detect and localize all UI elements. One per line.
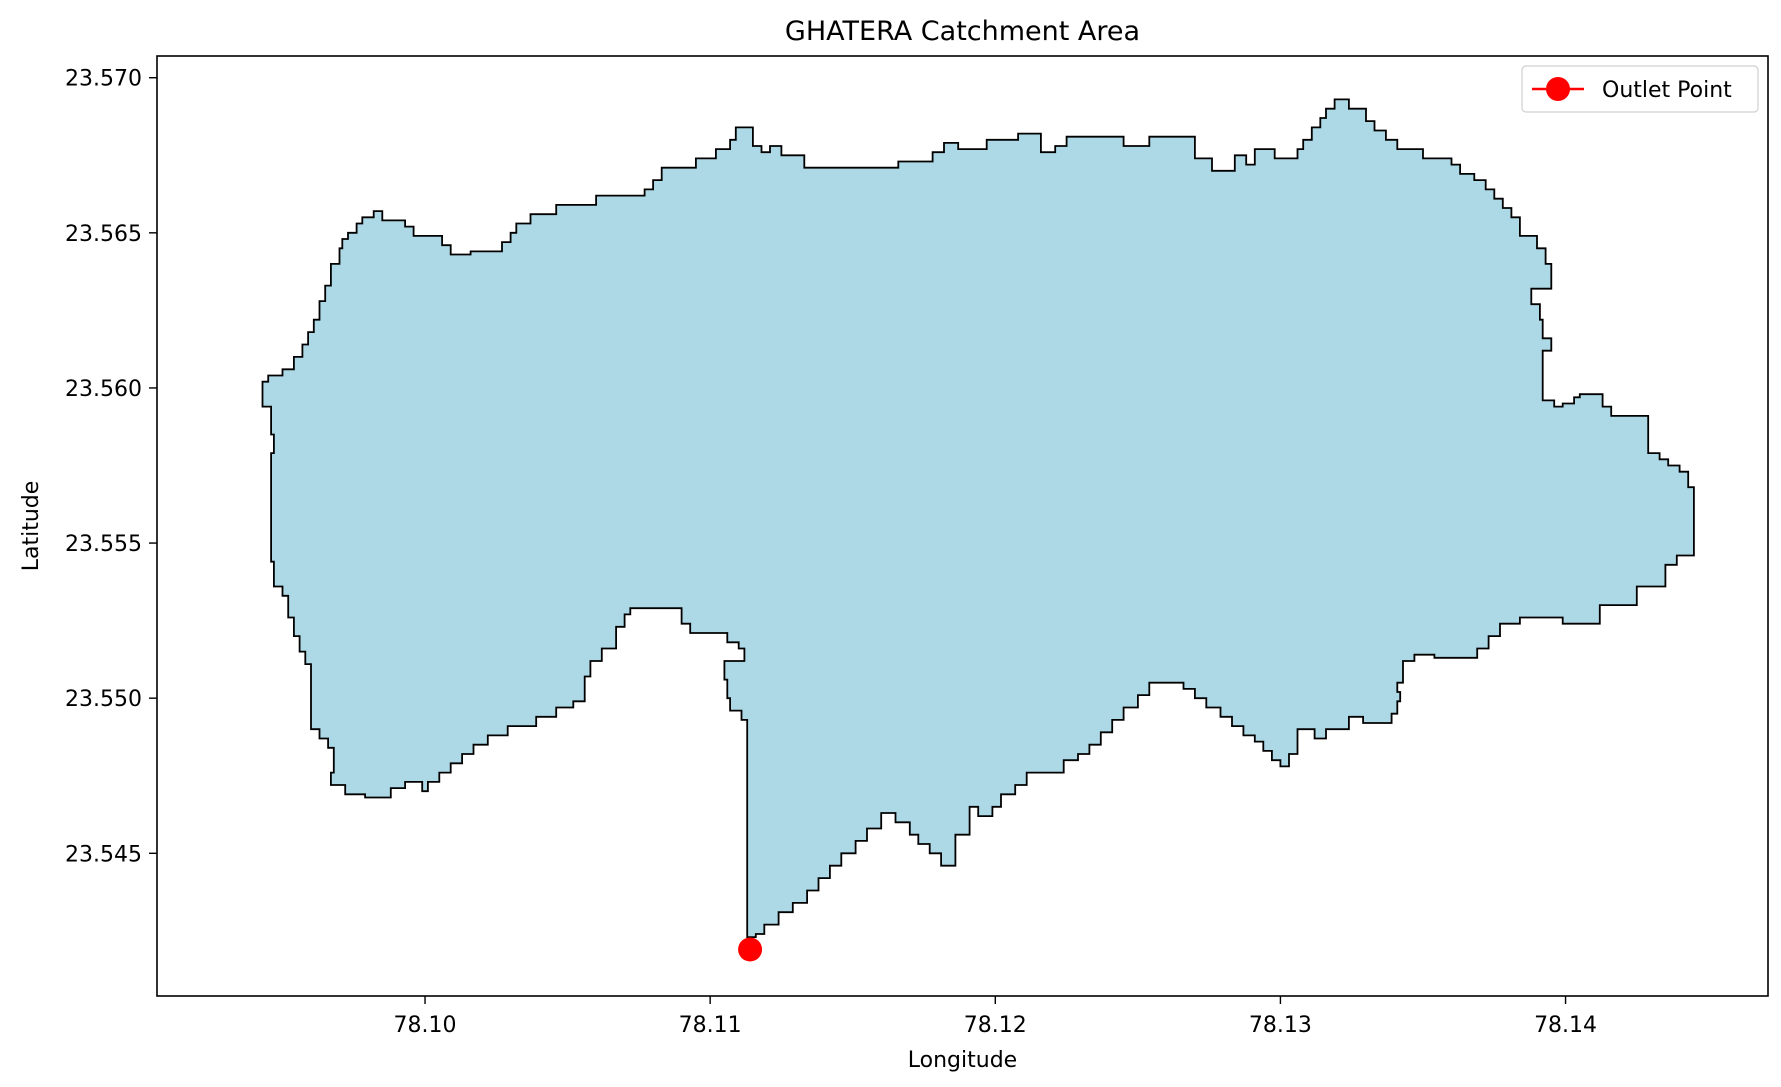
x-tick-label: 78.13 xyxy=(1249,1013,1312,1038)
legend: Outlet Point xyxy=(1521,65,1759,113)
legend-box xyxy=(1521,65,1759,113)
outlet-point-marker xyxy=(738,937,763,962)
axes-frame xyxy=(156,55,1769,997)
x-axis-label: Longitude xyxy=(908,1048,1017,1073)
y-tick-label: 23.550 xyxy=(65,687,142,712)
y-tick-label: 23.565 xyxy=(65,222,142,247)
catchment-polygon xyxy=(261,98,1695,938)
outlet-markers xyxy=(738,937,763,962)
legend-label-outlet-point: Outlet Point xyxy=(1602,78,1732,103)
y-axis-label: Latitude xyxy=(19,481,44,572)
y-tick-label: 23.570 xyxy=(65,67,142,92)
y-axis-ticks: 23.545 23.550 23.555 23.560 23.565 23.570 xyxy=(65,67,157,867)
x-tick-label: 78.11 xyxy=(679,1013,742,1038)
y-tick-label: 23.555 xyxy=(65,532,142,557)
chart-title: GHATERA Catchment Area xyxy=(785,16,1140,47)
x-axis-ticks: 78.10 78.11 78.12 78.13 78.14 xyxy=(394,996,1597,1038)
y-tick-label: 23.560 xyxy=(65,377,142,402)
legend-marker-outlet-point xyxy=(1546,77,1570,101)
x-tick-label: 78.12 xyxy=(964,1013,1027,1038)
x-tick-label: 78.14 xyxy=(1534,1013,1597,1038)
y-tick-label: 23.545 xyxy=(65,842,142,867)
catchment-area xyxy=(261,98,1695,938)
x-tick-label: 78.10 xyxy=(394,1013,457,1038)
